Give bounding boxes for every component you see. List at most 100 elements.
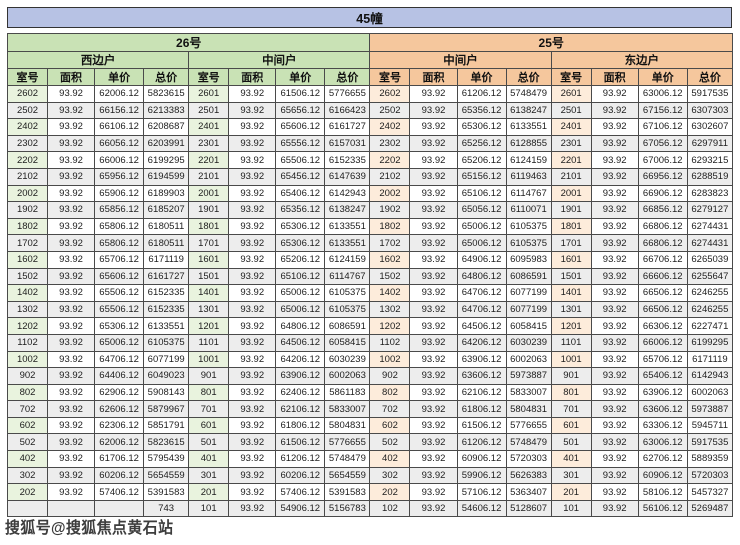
total-price-cell: 6138247 — [324, 201, 371, 219]
room-cell: 1501 — [188, 267, 230, 286]
unit-price-cell: 54906.12 — [275, 499, 326, 518]
area-cell: 93.92 — [590, 284, 639, 302]
total-price-cell: 6105375 — [505, 234, 552, 252]
unit-price-cell: 64506.12 — [456, 317, 507, 335]
column-header: 单价 — [456, 68, 507, 86]
total-price-cell: 5833007 — [505, 383, 552, 402]
area-cell: 93.92 — [47, 400, 96, 418]
room-cell: 1801 — [188, 217, 230, 236]
area-cell: 93.92 — [47, 250, 96, 269]
unit-price-cell: 63606.12 — [456, 367, 507, 385]
unit-price-cell: 64906.12 — [456, 250, 507, 269]
area-cell: 93.92 — [590, 400, 639, 418]
area-cell: 93.92 — [47, 383, 96, 402]
table-row: 1302 93.92 65506.12 6152335 1301 93.92 65006.1… — [6, 300, 734, 319]
table-row: 402 93.92 61706.12 5795439 401 93.92 61206.12 5… — [6, 450, 734, 468]
unit-price-cell: 65306.12 — [275, 217, 326, 236]
room-cell: 2101 — [550, 167, 592, 186]
room-cell: 1402 — [369, 284, 411, 302]
room-cell: 1302 — [369, 300, 411, 319]
area-cell: 93.92 — [409, 167, 458, 186]
total-price-cell: 5776655 — [505, 416, 552, 435]
total-price-cell: 6152335 — [143, 284, 190, 302]
unit-price-cell: 65606.12 — [94, 267, 145, 286]
unit-price-cell: 64806.12 — [456, 267, 507, 286]
area-cell: 93.92 — [47, 333, 96, 352]
unit-price-cell: 64406.12 — [94, 367, 145, 385]
area-cell: 93.92 — [47, 317, 96, 335]
room-cell: 1902 — [369, 201, 411, 219]
unit-price-cell: 65006.12 — [456, 217, 507, 236]
room-cell: 2401 — [550, 118, 592, 136]
unit-price-cell: 66006.12 — [637, 333, 688, 352]
total-price-cell: 6133551 — [143, 317, 190, 335]
area-cell: 93.92 — [590, 367, 639, 385]
area-cell: 93.92 — [590, 499, 639, 518]
area-cell: 93.92 — [228, 433, 277, 452]
total-price-cell: 5833007 — [324, 400, 371, 418]
unit-price-cell: 65306.12 — [275, 234, 326, 252]
area-cell: 93.92 — [409, 134, 458, 153]
area-cell: 93.92 — [228, 333, 277, 352]
area-cell: 93.92 — [47, 284, 96, 302]
total-price-cell: 6133551 — [505, 118, 552, 136]
area-cell: 93.92 — [47, 450, 96, 468]
room-cell: 2102 — [369, 167, 411, 186]
room-cell: 1601 — [550, 250, 592, 269]
unit-price-cell: 65356.12 — [275, 201, 326, 219]
total-price-cell: 6185207 — [143, 201, 190, 219]
total-price-cell: 6199295 — [686, 333, 734, 352]
total-price-cell: 5363407 — [505, 483, 552, 501]
unit-price-cell: 63906.12 — [275, 367, 326, 385]
area-cell: 93.92 — [47, 184, 96, 203]
household-header-west: 西边户 — [6, 51, 190, 69]
unit-price-cell: 61706.12 — [94, 450, 145, 468]
area-cell: 93.92 — [47, 118, 96, 136]
total-price-cell: 5823615 — [143, 433, 190, 452]
total-price-cell: 6077199 — [505, 300, 552, 319]
area-cell: 93.92 — [47, 134, 96, 153]
unit-price-cell: 67156.12 — [637, 101, 688, 120]
total-price-cell: 5973887 — [505, 367, 552, 385]
total-price-cell: 6302607 — [686, 118, 734, 136]
room-cell: 101 — [188, 499, 230, 518]
building-header-row: 26号 25号 — [6, 33, 733, 52]
unit-price-cell: 65706.12 — [94, 250, 145, 269]
total-price-cell: 5861183 — [324, 383, 371, 402]
room-cell: 1701 — [550, 234, 592, 252]
household-header-row: 西边户 中间户 中间户 东边户 — [6, 51, 734, 69]
total-price-cell: 5945711 — [686, 416, 734, 435]
unit-price-cell: 57406.12 — [94, 483, 145, 501]
total-price-cell: 6213383 — [143, 101, 190, 120]
total-price-cell: 5776655 — [324, 85, 371, 103]
unit-price-cell: 61206.12 — [456, 85, 507, 103]
area-cell: 93.92 — [409, 234, 458, 252]
area-cell: 93.92 — [409, 300, 458, 319]
room-cell: 2102 — [6, 167, 49, 186]
unit-price-cell: 65106.12 — [275, 267, 326, 286]
room-cell: 1602 — [6, 250, 49, 269]
total-price-cell: 5804831 — [505, 400, 552, 418]
room-cell: 1802 — [369, 217, 411, 236]
table-row: 1102 93.92 65006.12 6105375 1101 93.92 64506.1… — [6, 333, 734, 352]
area-cell: 93.92 — [409, 367, 458, 385]
total-price-cell: 5156783 — [324, 499, 371, 518]
room-cell: 1802 — [6, 217, 49, 236]
total-price-cell: 6114767 — [505, 184, 552, 203]
room-cell: 1101 — [550, 333, 592, 352]
unit-price-cell: 66606.12 — [637, 267, 688, 286]
area-cell: 93.92 — [228, 118, 277, 136]
total-price-cell: 6307303 — [686, 101, 734, 120]
total-price-cell: 5973887 — [686, 400, 734, 418]
unit-price-cell: 62106.12 — [456, 383, 507, 402]
room-cell: 1901 — [188, 201, 230, 219]
total-price-cell: 6058415 — [324, 333, 371, 352]
table-row: 1202 93.92 65306.12 6133551 1201 93.92 64806.1… — [6, 317, 734, 335]
table-row: 1502 93.92 65606.12 6161727 1501 93.92 65106.1… — [6, 267, 734, 286]
total-price-cell: 6119463 — [505, 167, 552, 186]
area-cell: 93.92 — [47, 267, 96, 286]
area-cell: 93.92 — [47, 466, 96, 485]
total-price-cell: 6297911 — [686, 134, 734, 153]
unit-price-cell: 64206.12 — [456, 333, 507, 352]
area-cell: 93.92 — [47, 101, 96, 120]
